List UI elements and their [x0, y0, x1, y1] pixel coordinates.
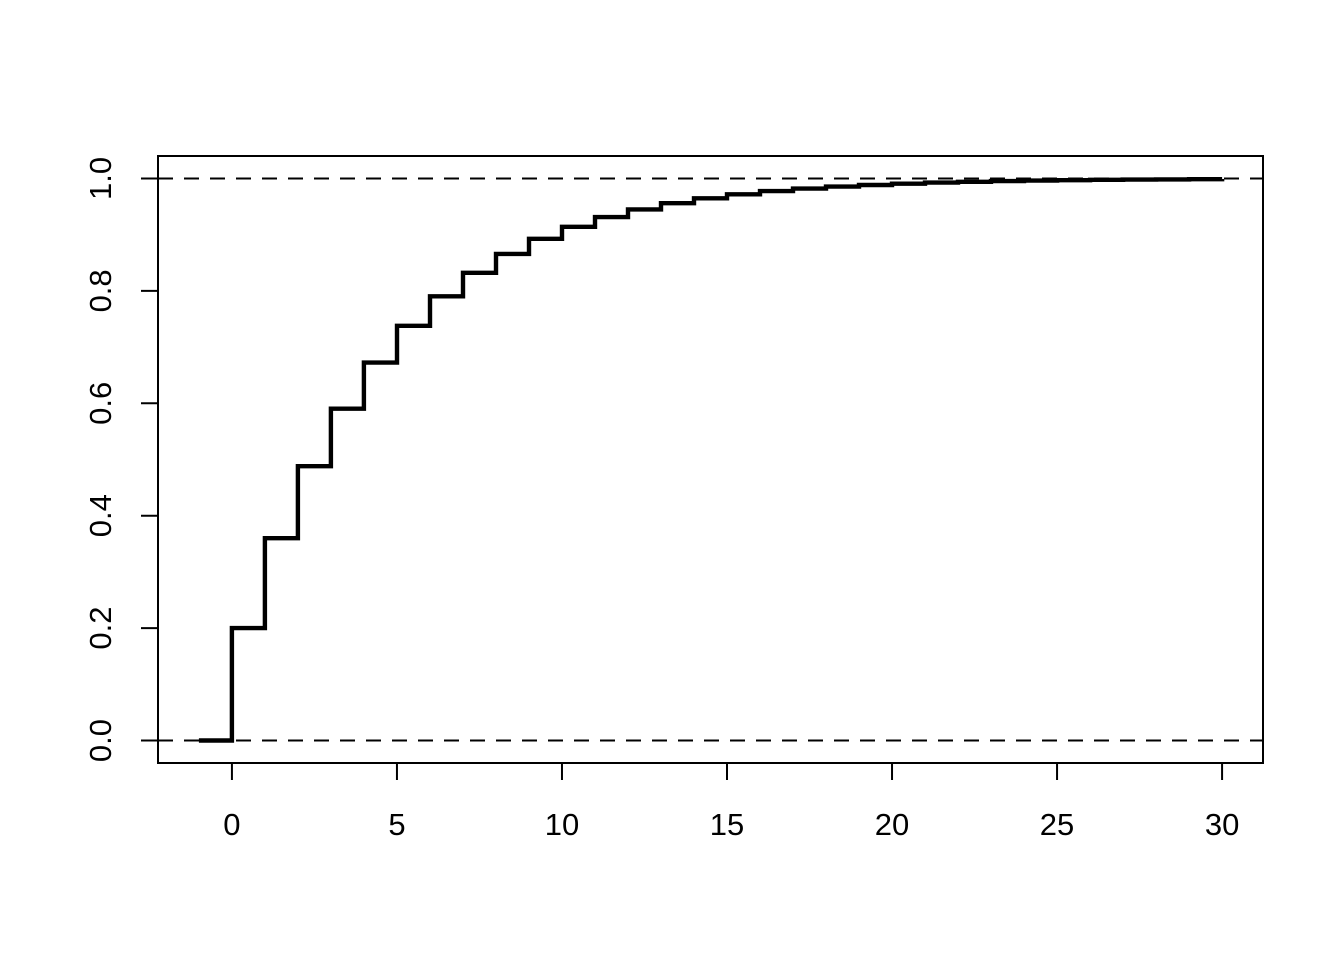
x-tick-label: 30 — [1205, 807, 1239, 842]
x-tick-label: 0 — [223, 807, 240, 842]
cdf-step-curve — [198, 177, 1225, 743]
y-tick-label: 1.0 — [83, 157, 118, 200]
x-tick-label: 25 — [1040, 807, 1074, 842]
y-tick-label: 0.0 — [83, 719, 118, 762]
y-tick-label: 0.8 — [83, 269, 118, 312]
x-tick-label: 20 — [875, 807, 909, 842]
x-tick-label: 15 — [710, 807, 744, 842]
x-tick-label: 10 — [545, 807, 579, 842]
y-tick-label: 0.6 — [83, 382, 118, 425]
plot-box — [157, 155, 1264, 764]
y-tick-label: 0.4 — [83, 494, 118, 537]
y-tick-label: 0.2 — [83, 607, 118, 650]
x-tick-label: 5 — [388, 807, 405, 842]
